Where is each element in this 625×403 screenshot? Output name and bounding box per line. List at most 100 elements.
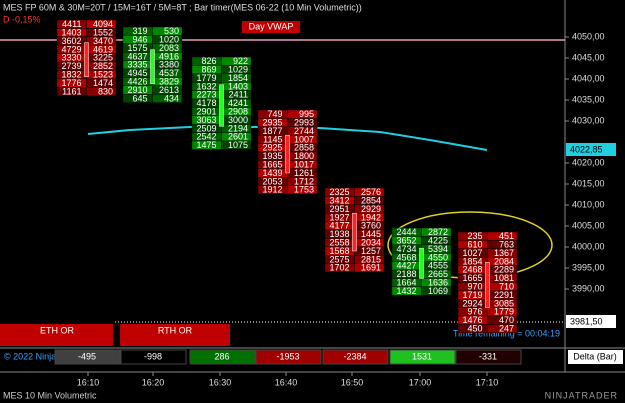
vwap-label-box (242, 21, 300, 33)
bid-volume: 4729 (61, 44, 81, 54)
price-label: 4005,00 (572, 220, 605, 230)
bid-volume: 2951 (329, 204, 349, 214)
bid-volume: 4426 (127, 76, 147, 86)
ask-volume: 2993 (294, 117, 314, 127)
ask-volume: 1017 (294, 159, 314, 169)
ask-volume: 1029 (228, 64, 248, 74)
delta-cell (255, 349, 322, 365)
bid-volume: 1475 (196, 140, 216, 150)
time-label: 17:00 (409, 377, 432, 387)
ask-volume: 2858 (294, 143, 314, 153)
bid-volume: 1476 (462, 315, 482, 325)
bid-volume: 1632 (196, 81, 216, 91)
delta-value: 1531 (412, 351, 432, 361)
ask-volume: 4094 (93, 19, 113, 29)
cell-right (152, 93, 183, 103)
bid-volume: 3335 (127, 60, 147, 70)
ask-volume: 4550 (428, 252, 448, 262)
ask-volume: 1691 (361, 263, 381, 273)
ask-volume: 1712 (294, 176, 314, 186)
delta-cell (322, 349, 389, 365)
bid-volume: 749 (267, 109, 282, 119)
bid-volume: 1935 (262, 151, 282, 161)
ask-volume: 763 (499, 239, 514, 249)
last-tag-box (566, 315, 616, 328)
price-label: 3995,00 (572, 262, 605, 272)
rth-or-box (120, 324, 230, 346)
bid-volume: 4178 (196, 98, 216, 108)
bid-volume: 2053 (262, 176, 282, 186)
vwap-tag: 4022,85 (570, 144, 603, 154)
delta-value: -331 (479, 351, 497, 361)
ask-volume: 1403 (228, 81, 248, 91)
bid-volume: 1439 (262, 168, 282, 178)
bid-volume: 4177 (329, 221, 349, 231)
ask-volume: 3225 (93, 53, 113, 63)
ask-volume: 1075 (228, 140, 248, 150)
ask-volume: 2084 (494, 256, 514, 266)
delta-cell (120, 349, 187, 365)
bid-volume: 4568 (396, 252, 416, 262)
bid-volume: 1665 (262, 159, 282, 169)
delta-cell (455, 349, 522, 365)
price-label: 4010,00 (572, 199, 605, 209)
bid-volume: 2739 (61, 61, 81, 71)
bid-volume: 3602 (61, 36, 81, 46)
panel-label-box (568, 350, 623, 364)
delta-value: -998 (144, 351, 162, 361)
bid-volume: 4734 (396, 244, 416, 254)
ask-volume: 2872 (428, 227, 448, 237)
bid-volume: 1665 (462, 273, 482, 283)
ask-volume: 2613 (159, 85, 179, 95)
delta-cell (189, 349, 256, 365)
ask-volume: 4241 (228, 98, 248, 108)
bid-volume: 2925 (262, 143, 282, 153)
ask-volume: 1474 (93, 78, 113, 88)
bid-volume: 610 (467, 239, 482, 249)
bid-volume: 970 (467, 281, 482, 291)
bid-volume: 2910 (127, 85, 147, 95)
cell-right (86, 86, 117, 96)
cell-right (354, 263, 385, 273)
ask-volume: 3760 (361, 221, 381, 231)
price-label: 3990,00 (572, 283, 605, 293)
bid-volume: 3063 (196, 115, 216, 125)
bid-volume: 946 (132, 34, 147, 44)
ask-volume: 4619 (93, 44, 113, 54)
ask-volume: 5394 (428, 244, 448, 254)
ask-volume: 1753 (294, 185, 314, 195)
ask-volume: 995 (299, 109, 314, 119)
ask-volume: 3829 (159, 76, 179, 86)
bid-volume: 1854 (462, 256, 482, 266)
last-tag: 3981,50 (570, 316, 603, 326)
ask-volume: 2744 (294, 126, 314, 136)
ask-volume: 1367 (494, 248, 514, 258)
delta-value: -2384 (343, 351, 366, 361)
candle-body (84, 42, 89, 77)
bid-volume: 1403 (61, 27, 81, 37)
price-label: 4020,00 (572, 157, 605, 167)
bid-volume: 1832 (61, 69, 81, 79)
ask-volume: 2576 (361, 187, 381, 197)
ask-volume: 530 (164, 26, 179, 36)
price-label: 4045,00 (572, 52, 605, 62)
bid-volume: 4945 (127, 68, 147, 78)
ask-volume: 1020 (159, 34, 179, 44)
bid-volume: 235 (467, 231, 482, 241)
delta-cell (54, 349, 121, 365)
ask-volume: 1800 (294, 151, 314, 161)
candle-body (219, 84, 224, 127)
ask-volume: 1523 (93, 69, 113, 79)
bid-volume: 1702 (329, 263, 349, 273)
ask-volume: 1854 (228, 73, 248, 83)
change-label: D -0,15% (3, 14, 41, 24)
ask-volume: 1261 (294, 168, 314, 178)
time-label: 16:30 (209, 377, 232, 387)
bid-volume: 2273 (196, 90, 216, 100)
ask-volume: 1552 (93, 27, 113, 37)
ask-volume: 2908 (228, 106, 248, 116)
bid-volume: 1779 (196, 73, 216, 83)
copyright: © 2022 NinjaTrader, LLC (4, 351, 104, 361)
bid-volume: 2188 (396, 269, 416, 279)
eth-label: ETH OR (40, 325, 75, 335)
